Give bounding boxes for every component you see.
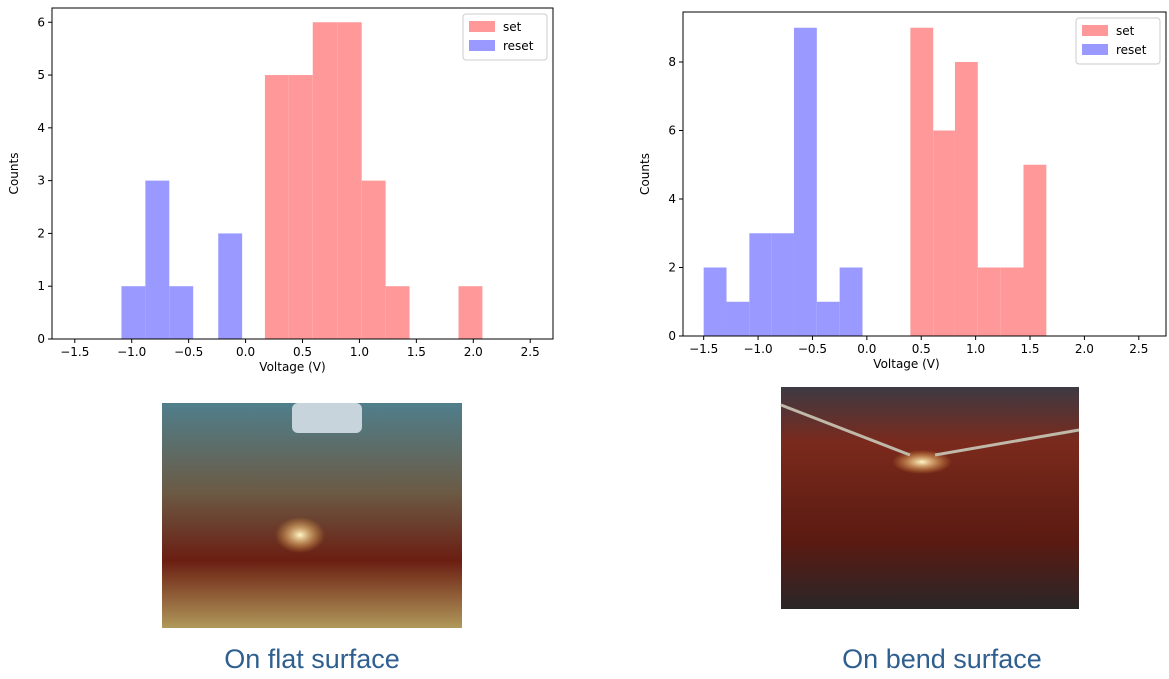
x-tick-label: 0.5: [293, 345, 312, 359]
y-tick-label: 1: [37, 279, 45, 293]
photo-flat: [162, 403, 462, 628]
legend-swatch: [1082, 44, 1108, 55]
legend-swatch: [469, 21, 495, 32]
x-tick-label: 1.0: [966, 342, 985, 356]
caption: On flat surface: [224, 644, 400, 674]
histogram-bar: [169, 286, 194, 339]
histogram-bar: [337, 22, 362, 339]
x-tick-label: 2.5: [521, 345, 540, 359]
legend-label: set: [503, 20, 522, 34]
y-tick-label: 6: [37, 15, 45, 29]
y-tick-label: 4: [668, 192, 676, 206]
x-axis-label: Voltage (V): [873, 357, 939, 371]
histogram-bar: [910, 27, 934, 336]
legend-label: reset: [503, 39, 534, 53]
histogram-bar: [288, 75, 313, 340]
histogram-bar: [1023, 164, 1047, 336]
histogram-bar: [703, 267, 727, 336]
caption: On bend surface: [842, 644, 1042, 674]
x-tick-label: 0.5: [912, 342, 931, 356]
x-tick-label: −1.0: [743, 342, 772, 356]
histogram-bar: [385, 286, 410, 339]
x-axis-label: Voltage (V): [259, 360, 325, 374]
x-tick-label: 1.0: [350, 345, 369, 359]
y-tick-label: 3: [37, 174, 45, 188]
legend-label: reset: [1116, 43, 1147, 57]
y-tick-label: 2: [668, 261, 676, 275]
x-tick-label: 1.5: [407, 345, 426, 359]
y-tick-label: 8: [668, 55, 676, 69]
histogram-bar: [145, 180, 170, 339]
histogram-bar: [264, 75, 289, 340]
x-tick-label: −1.5: [689, 342, 718, 356]
x-tick-label: 0.0: [857, 342, 876, 356]
histogram-bar: [726, 301, 750, 336]
x-tick-label: −0.5: [798, 342, 827, 356]
histogram-bar: [218, 233, 243, 339]
histogram-bar: [749, 233, 772, 336]
histogram-bar: [312, 22, 338, 339]
y-axis-label: Counts: [638, 153, 652, 195]
histogram-bar: [771, 233, 794, 336]
x-tick-label: −1.5: [60, 345, 89, 359]
histogram-bar: [839, 267, 863, 336]
y-axis-label: Counts: [7, 153, 21, 195]
photo-bend: [780, 387, 1080, 609]
histogram-bar: [977, 267, 1001, 336]
x-tick-label: −0.5: [174, 345, 203, 359]
histogram-bar: [933, 130, 955, 336]
legend-label: set: [1116, 24, 1135, 38]
y-tick-label: 0: [37, 332, 45, 346]
x-tick-label: −1.0: [117, 345, 146, 359]
plot-frame: [682, 11, 1167, 337]
histogram-bar: [1000, 267, 1024, 336]
y-tick-label: 6: [668, 124, 676, 138]
x-tick-label: 2.5: [1129, 342, 1148, 356]
histogram-bar: [793, 27, 817, 336]
histogram-bar: [816, 301, 840, 336]
legend-swatch: [1082, 25, 1108, 36]
x-tick-label: 2.0: [1075, 342, 1094, 356]
histogram-bar: [361, 180, 386, 339]
x-tick-label: 1.5: [1020, 342, 1039, 356]
y-tick-label: 4: [37, 121, 45, 135]
histogram-bar: [954, 62, 978, 337]
y-tick-label: 0: [668, 329, 676, 343]
legend-swatch: [469, 40, 495, 51]
x-tick-label: 2.0: [464, 345, 483, 359]
y-tick-label: 2: [37, 226, 45, 240]
x-tick-label: 0.0: [236, 345, 255, 359]
histogram-bar: [458, 286, 483, 339]
histogram-bar: [121, 286, 146, 339]
y-tick-label: 5: [37, 68, 45, 82]
